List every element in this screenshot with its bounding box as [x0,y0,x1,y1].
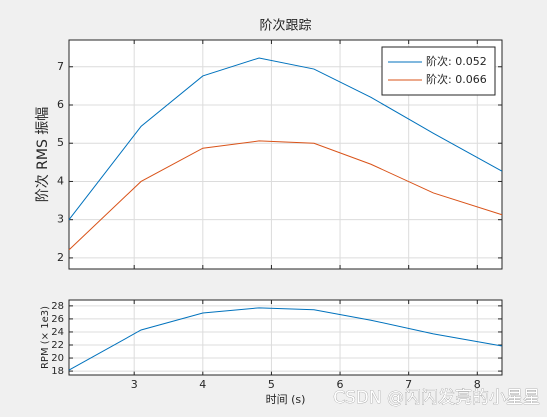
axes-box [68,299,503,376]
data-line [68,307,503,371]
y-tick-label: 26 [51,314,64,325]
data-line [68,140,503,251]
x-tick-label: 4 [199,378,206,391]
x-tick-label: 8 [474,378,481,391]
x-tick-label: 7 [405,378,412,391]
x-tick-label: 5 [268,378,275,391]
y-axis-label: 阶次 RMS 振幅 [35,107,51,203]
y-tick-label: 5 [57,136,64,149]
data-line [68,57,503,220]
legend-box [381,46,496,96]
axes-box [68,39,503,270]
y-tick-label: 20 [51,353,64,364]
y-tick-label: 3 [57,213,64,226]
y-tick-label: 28 [51,301,64,312]
y-tick-label: 2 [57,251,64,264]
x-tick-label: 6 [337,378,344,391]
chart-title: 阶次跟踪 [259,18,311,34]
y-axis-label: RPM (× 1e3) [40,306,51,369]
legend-label: 阶次: 0.066 [426,72,487,86]
y-tick-label: 6 [57,98,64,111]
y-tick-label: 22 [51,340,64,351]
legend-label: 阶次: 0.052 [426,54,487,68]
y-tick-label: 18 [51,366,64,377]
plot-area [69,300,502,375]
legend: 阶次: 0.052 阶次: 0.066 [381,46,496,96]
x-axis-label: 时间 (s) [266,393,306,406]
y-tick-label: 4 [57,174,64,187]
y-tick-label: 7 [57,60,64,73]
x-tick-label: 3 [131,378,138,391]
watermark: CSDN @闪闪发亮的小星星 [333,388,540,408]
y-tick-label: 24 [51,327,64,338]
